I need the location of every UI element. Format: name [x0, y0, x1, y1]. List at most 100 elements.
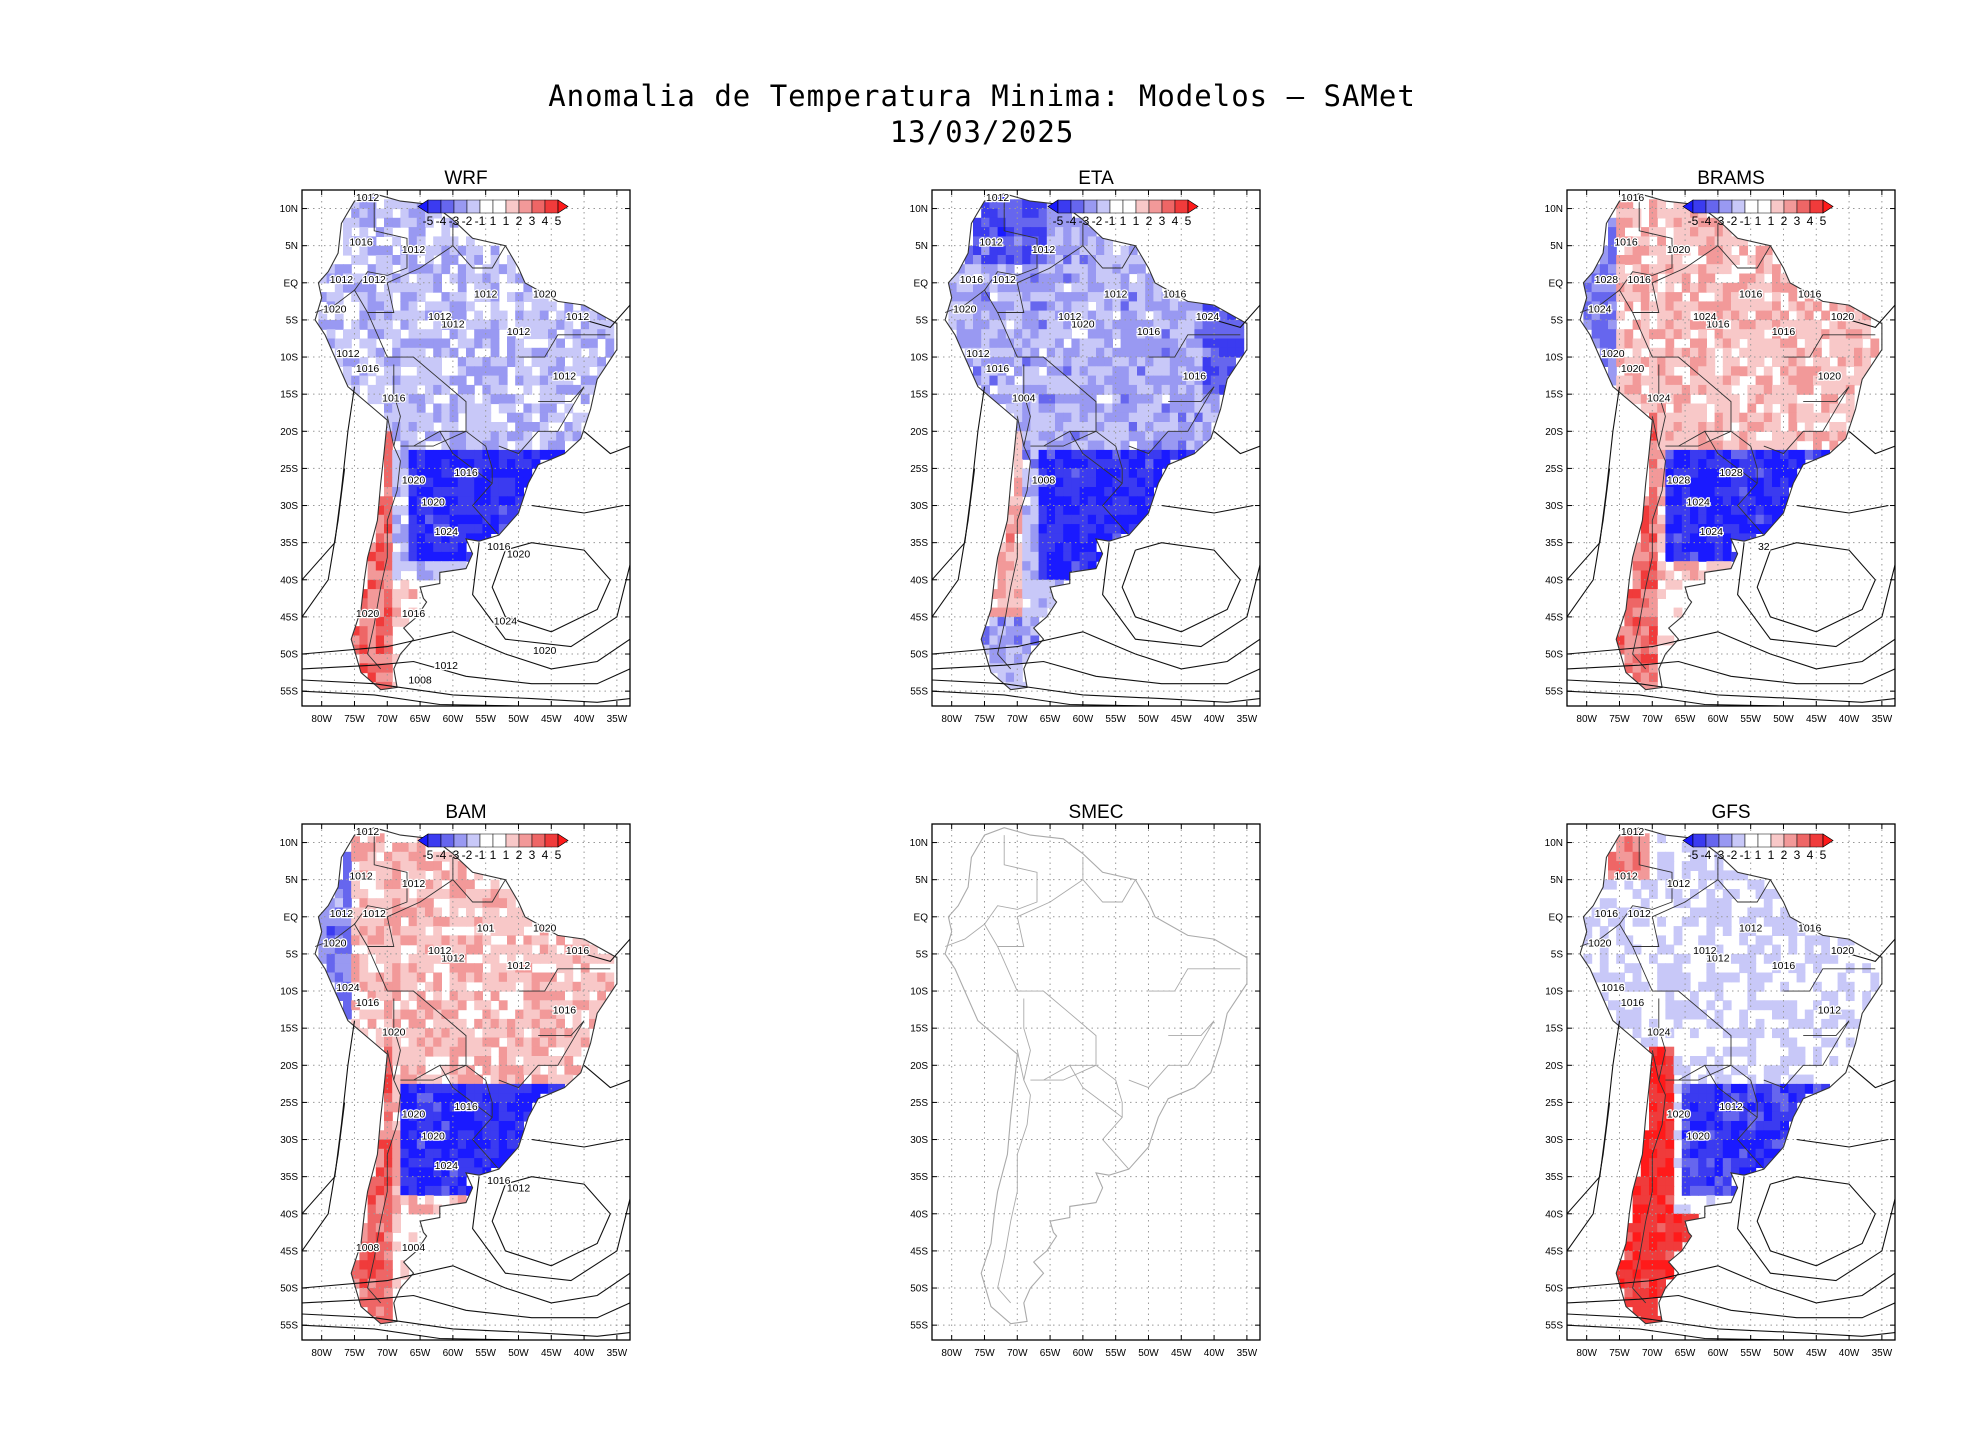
isobar-label: 1024 — [1588, 304, 1612, 316]
lon-tick-label: 60W — [443, 714, 464, 725]
panel-brams: BRAMS 1016 1016 1016 1020 1016 1016 1016 1024 101… — [1527, 164, 1947, 744]
isobar-label: 1020 — [422, 1131, 446, 1143]
colorbar-label: 2 — [516, 214, 523, 228]
isobar-label: 1012 — [441, 318, 465, 330]
isobar-label: 1016 — [454, 1101, 478, 1113]
isobar-label: 1012 — [1032, 244, 1056, 256]
isobar-label: 1012 — [1104, 289, 1128, 301]
isobar-label: 1004 — [1012, 393, 1036, 405]
colorbar-label: -4 — [436, 848, 447, 862]
colorbar-label: -1 — [475, 214, 486, 228]
map-frame — [931, 189, 1261, 707]
colorbar-label: 4 — [542, 214, 549, 228]
coastline — [944, 827, 1248, 1325]
lat-tick-label: 5S — [1551, 315, 1564, 326]
isobar-label: 1024 — [336, 982, 360, 994]
colorbar-label: 2 — [516, 848, 523, 862]
lon-tick-label: 50W — [1138, 714, 1159, 725]
colorbar-label: -4 — [1701, 214, 1712, 228]
lat-tick-label: 50S — [910, 650, 928, 661]
lon-tick-label: 40W — [574, 714, 595, 725]
isobar-label: 1016 — [1601, 982, 1625, 994]
lon-tick-label: 65W — [1675, 714, 1696, 725]
lat-tick-label: 10N — [1545, 204, 1563, 215]
isobar-label: 1016 — [402, 608, 426, 620]
isobar-label: 1020 — [356, 608, 380, 620]
lon-tick-label: 60W — [1073, 714, 1094, 725]
lat-tick-label: 10N — [910, 204, 928, 215]
isobar-label: 1012 — [356, 826, 380, 838]
isobar-label: 1012 — [1628, 908, 1652, 920]
panel-smec: SMEC 10N 5N EQ 5S 10S 15S 20S 25S 30S 35S 40S 45S 50S… — [892, 798, 1312, 1378]
colorbar-label: 1 — [490, 214, 497, 228]
lat-tick-label: 5S — [916, 949, 929, 960]
lon-tick-label: 75W — [1609, 714, 1630, 725]
lon-tick-label: 35W — [1872, 1348, 1893, 1359]
lat-tick-label: 20S — [910, 427, 928, 438]
lon-tick-label: 50W — [1773, 714, 1794, 725]
lon-tick-label: 50W — [508, 714, 529, 725]
isobar-label: 1020 — [402, 474, 426, 486]
lat-tick-label: 35S — [1545, 1172, 1563, 1183]
lat-tick-label: 35S — [910, 1172, 928, 1183]
colorbar-label: 4 — [1807, 848, 1814, 862]
panel-title: GFS — [1711, 802, 1750, 823]
map-frame — [1566, 823, 1896, 1341]
isobar-label: 1012 — [336, 348, 360, 360]
graticule — [302, 190, 630, 706]
isobar-label: 1020 — [1667, 244, 1691, 256]
lon-tick-label: 70W — [1007, 714, 1028, 725]
isobar-label: 1012 — [1621, 826, 1645, 838]
figure-title-line1: Anomalia de Temperatura Minima: Modelos … — [548, 79, 1416, 113]
lat-tick-label: 5S — [286, 949, 299, 960]
lat-tick-label: 15S — [910, 390, 928, 401]
lat-tick-label: 40S — [1545, 1209, 1563, 1220]
isobar-label: 1024 — [1687, 497, 1711, 509]
isobar-label: 1012 — [1614, 871, 1638, 883]
lat-tick-label: 5N — [915, 241, 928, 252]
isobar-label: 1020 — [1071, 318, 1095, 330]
isobar-label: 1028 — [1667, 474, 1691, 486]
lon-tick-label: 70W — [1642, 1348, 1663, 1359]
lat-tick-label: 5N — [285, 241, 298, 252]
axis-labels: 10N 5N EQ 5S 10S 15S 20S 25S 30S 35S 40S 45S 50S 55S 8… — [280, 824, 630, 1359]
colorbar-label: -3 — [449, 214, 460, 228]
lon-tick-label: 45W — [541, 1348, 562, 1359]
colorbar-label: 1 — [503, 848, 510, 862]
lat-tick-label: 35S — [910, 538, 928, 549]
lat-tick-label: 55S — [1545, 1321, 1563, 1332]
isobar-label: 1004 — [402, 1242, 426, 1254]
lon-tick-label: 65W — [1040, 714, 1061, 725]
colorbar-label: -4 — [1066, 214, 1077, 228]
isobar-label: 1016 — [1621, 192, 1645, 204]
lon-tick-label: 50W — [508, 1348, 529, 1359]
lat-tick-label: 5S — [1551, 949, 1564, 960]
isobar-label: 32 — [1758, 541, 1770, 553]
isobar-label: 1012 — [986, 192, 1010, 204]
lon-tick-label: 70W — [1007, 1348, 1028, 1359]
isobar-label: 1016 — [986, 363, 1010, 375]
isobar-label: 1028 — [1719, 467, 1743, 479]
lat-tick-label: 40S — [910, 575, 928, 586]
lon-tick-label: 35W — [1237, 1348, 1258, 1359]
lat-tick-label: 50S — [910, 1284, 928, 1295]
isobar-label: 1024 — [435, 1160, 459, 1172]
isobar-label: 1016 — [960, 274, 984, 286]
colorbar-label: 1 — [1768, 848, 1775, 862]
lat-tick-label: 45S — [910, 612, 928, 623]
isobar-label: 1012 — [979, 237, 1003, 249]
lat-tick-label: 35S — [280, 538, 298, 549]
map-frame — [301, 189, 631, 707]
lat-tick-label: 20S — [910, 1061, 928, 1072]
isobar-label: 1012 — [435, 660, 459, 672]
isobar-label: 1012 — [1818, 1004, 1842, 1016]
lat-tick-label: 25S — [1545, 464, 1563, 475]
lat-tick-label: EQ — [1549, 912, 1564, 923]
lat-tick-label: 10S — [910, 353, 928, 364]
isobar-label: 1016 — [553, 1004, 577, 1016]
lon-tick-label: 70W — [377, 714, 398, 725]
lon-tick-label: 75W — [974, 714, 995, 725]
panel-wrf: WRF 1012 1016 1012 1012 1012 1020 1012 1012 1012 1… — [262, 164, 682, 744]
